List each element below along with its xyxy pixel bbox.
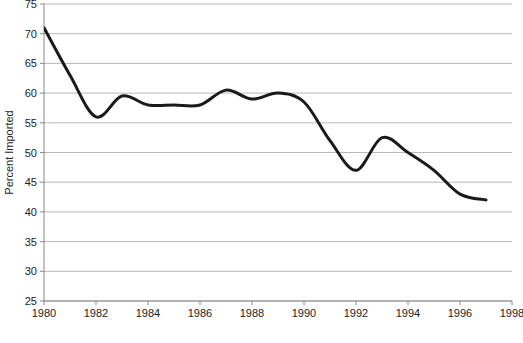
grid-line <box>44 33 512 34</box>
y-tick <box>40 93 44 94</box>
x-axis <box>44 301 512 302</box>
x-tick <box>512 301 513 305</box>
x-tick <box>148 301 149 305</box>
x-tick <box>460 301 461 305</box>
x-tick-label: 1998 <box>500 307 523 319</box>
x-tick <box>304 301 305 305</box>
y-tick <box>40 152 44 153</box>
grid-line <box>44 63 512 64</box>
grid-line <box>44 152 512 153</box>
y-tick <box>40 301 44 302</box>
grid-line <box>44 122 512 123</box>
y-tick-label: 45 <box>25 176 37 188</box>
y-axis-label: Percent Imported <box>3 110 15 194</box>
y-tick-label: 50 <box>25 147 37 159</box>
y-tick <box>40 271 44 272</box>
y-tick-label: 65 <box>25 57 37 69</box>
chart-container: 25 30 35 40 45 50 55 60 65 70 75 1980 1982 1984 1986 19… <box>0 0 523 343</box>
y-tick-label: 35 <box>25 236 37 248</box>
x-tick <box>356 301 357 305</box>
grid-line <box>44 301 512 302</box>
x-tick-label: 1992 <box>344 307 368 319</box>
y-tick-label: 25 <box>25 295 37 307</box>
chart-svg: 25 30 35 40 45 50 55 60 65 70 75 1980 1982 1984 1986 19… <box>0 0 523 343</box>
grid-line <box>44 271 512 272</box>
x-tick <box>252 301 253 305</box>
x-tick-label: 1990 <box>292 307 316 319</box>
grid-line <box>44 241 512 242</box>
y-tick <box>40 33 44 34</box>
x-tick-label: 1980 <box>32 307 56 319</box>
x-tick-label: 1982 <box>84 307 108 319</box>
y-axis <box>44 4 45 301</box>
y-tick <box>40 122 44 123</box>
x-tick-label: 1984 <box>136 307 160 319</box>
x-tick-label: 1988 <box>240 307 264 319</box>
data-group <box>44 28 486 200</box>
grid-line <box>44 211 512 212</box>
data-line <box>44 28 486 200</box>
x-tick <box>96 301 97 305</box>
x-tick-label: 1986 <box>188 307 212 319</box>
x-tick <box>44 301 45 305</box>
x-tick <box>408 301 409 305</box>
y-tick-label: 40 <box>25 206 37 218</box>
y-tick-label: 30 <box>25 265 37 277</box>
y-tick <box>40 63 44 64</box>
y-tick <box>40 4 44 5</box>
grid-line <box>44 182 512 183</box>
x-tick <box>200 301 201 305</box>
y-tick <box>40 241 44 242</box>
y-tick-label: 75 <box>25 0 37 10</box>
grid <box>44 4 512 301</box>
x-tick-label: 1994 <box>396 307 420 319</box>
y-tick-label: 55 <box>25 117 37 129</box>
y-tick-label: 60 <box>25 87 37 99</box>
x-tick-label: 1996 <box>448 307 472 319</box>
y-tick <box>40 182 44 183</box>
y-tick-label: 70 <box>25 28 37 40</box>
grid-line <box>44 4 512 5</box>
y-tick <box>40 211 44 212</box>
